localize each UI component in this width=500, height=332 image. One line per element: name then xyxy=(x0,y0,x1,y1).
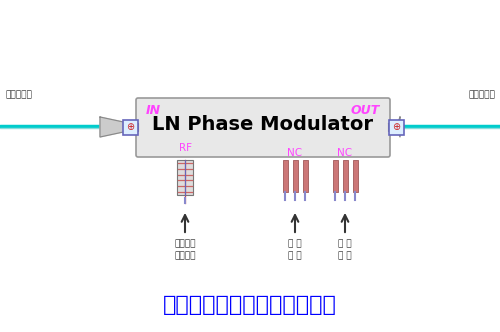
FancyBboxPatch shape xyxy=(122,120,138,134)
Text: 射频信号: 射频信号 xyxy=(174,239,196,248)
Text: 光输出端口: 光输出端口 xyxy=(468,91,495,100)
Text: NC: NC xyxy=(288,148,302,158)
Text: 空 余: 空 余 xyxy=(288,239,302,248)
Polygon shape xyxy=(398,117,400,137)
Text: 接 口: 接 口 xyxy=(288,251,302,260)
Text: ⊕: ⊕ xyxy=(126,122,134,132)
FancyBboxPatch shape xyxy=(388,120,404,134)
Bar xyxy=(302,160,308,192)
Polygon shape xyxy=(126,123,138,131)
Polygon shape xyxy=(100,117,128,137)
Text: RF: RF xyxy=(178,143,192,153)
Text: OUT: OUT xyxy=(351,104,380,117)
Bar xyxy=(282,160,288,192)
Text: ⊕: ⊕ xyxy=(392,122,400,132)
Text: LN Phase Modulator: LN Phase Modulator xyxy=(152,115,374,134)
Bar xyxy=(292,160,298,192)
Text: 康冠光电相位调制器使用说明: 康冠光电相位调制器使用说明 xyxy=(163,295,337,315)
Bar xyxy=(177,160,193,195)
Bar xyxy=(342,160,347,192)
Text: NC: NC xyxy=(338,148,352,158)
Polygon shape xyxy=(388,123,400,131)
Bar xyxy=(332,160,338,192)
Text: 输入端口: 输入端口 xyxy=(174,251,196,260)
Text: 光输入端口: 光输入端口 xyxy=(5,91,32,100)
Text: IN: IN xyxy=(146,104,161,117)
Text: 空 余: 空 余 xyxy=(338,239,352,248)
FancyBboxPatch shape xyxy=(136,98,390,157)
Bar xyxy=(352,160,358,192)
Text: 接 口: 接 口 xyxy=(338,251,352,260)
